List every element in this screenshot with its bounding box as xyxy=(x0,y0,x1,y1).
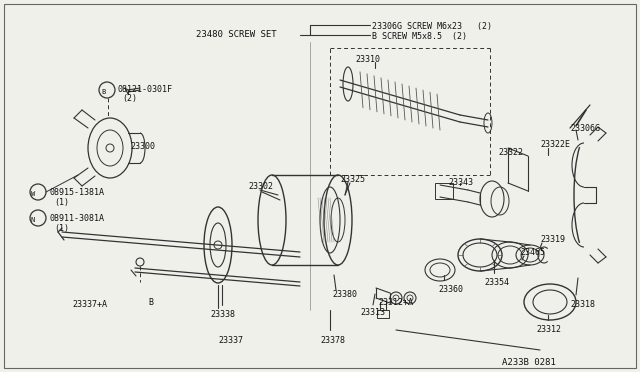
Text: 23465: 23465 xyxy=(520,248,545,257)
Text: 23306G: 23306G xyxy=(570,124,600,133)
Text: 23338: 23338 xyxy=(210,310,235,319)
Text: 08911-3081A: 08911-3081A xyxy=(50,214,105,223)
Text: 23312: 23312 xyxy=(536,325,561,334)
Text: 23300: 23300 xyxy=(130,142,155,151)
Text: (1): (1) xyxy=(54,198,69,207)
Text: A233B 0281: A233B 0281 xyxy=(502,358,556,367)
Text: 23313: 23313 xyxy=(360,308,385,317)
Text: 23310: 23310 xyxy=(355,55,380,64)
Text: 23325: 23325 xyxy=(340,175,365,184)
Text: (1): (1) xyxy=(54,224,69,233)
Text: 23306G SCREW M6x23   (2): 23306G SCREW M6x23 (2) xyxy=(372,22,492,31)
Text: (2): (2) xyxy=(122,94,137,103)
Bar xyxy=(377,310,389,318)
Text: 23480 SCREW SET: 23480 SCREW SET xyxy=(196,30,276,39)
Text: 23302: 23302 xyxy=(248,182,273,191)
Text: 08121-0301F: 08121-0301F xyxy=(118,85,173,94)
Text: 23312+A: 23312+A xyxy=(378,298,413,307)
Text: 23354: 23354 xyxy=(484,278,509,287)
Text: B SCREW M5x8.5  (2): B SCREW M5x8.5 (2) xyxy=(372,32,467,41)
Text: 23318: 23318 xyxy=(570,300,595,309)
Text: B: B xyxy=(101,89,105,95)
Text: 23343: 23343 xyxy=(448,178,473,187)
Text: 08915-1381A: 08915-1381A xyxy=(50,188,105,197)
Bar xyxy=(435,183,453,199)
Text: W: W xyxy=(31,191,35,197)
Text: 23337: 23337 xyxy=(218,336,243,345)
Text: B: B xyxy=(148,298,153,307)
Text: 23380: 23380 xyxy=(332,290,357,299)
Text: 23322: 23322 xyxy=(498,148,523,157)
Text: 23322E: 23322E xyxy=(540,140,570,149)
Text: 23337+A: 23337+A xyxy=(72,300,107,309)
Text: N: N xyxy=(31,217,35,223)
Text: 23360: 23360 xyxy=(438,285,463,294)
Text: 23378: 23378 xyxy=(320,336,345,345)
Text: 23319: 23319 xyxy=(540,235,565,244)
